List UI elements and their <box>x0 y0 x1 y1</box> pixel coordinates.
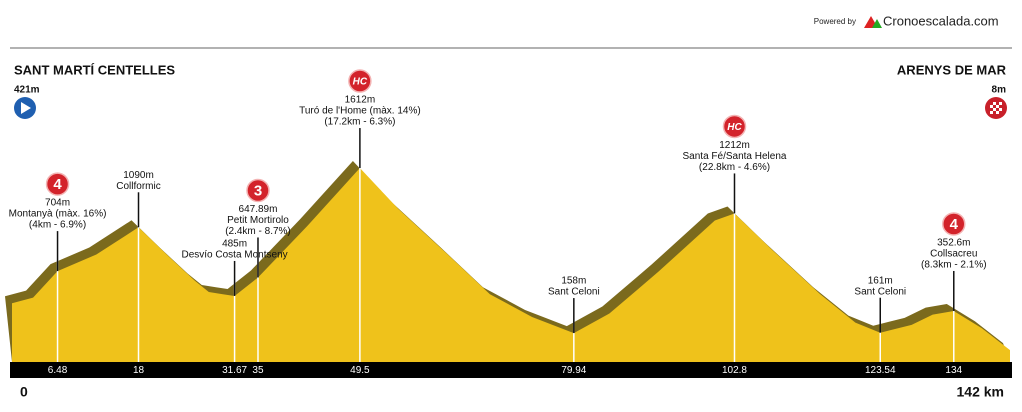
point-label: (4km - 6.9%) <box>29 220 86 231</box>
brand: Cronoescalada.com <box>883 13 999 28</box>
category: 3 <box>254 182 262 199</box>
point-label: (8.3km - 2.1%) <box>921 260 987 271</box>
category: HC <box>353 77 368 88</box>
finish-altitude: 8m <box>992 85 1007 96</box>
finish-icon <box>985 97 1007 119</box>
x-tick-label: 35 <box>252 365 264 376</box>
point-label: Santa Fé/Santa Helena <box>683 151 787 162</box>
point-altitude: 1090m <box>123 170 154 181</box>
point-altitude: 704m <box>45 198 70 209</box>
start-icon <box>14 97 36 119</box>
x-tick-label: 31.67 <box>222 365 247 376</box>
x-tick-label: 102.8 <box>722 365 747 376</box>
km-bar <box>10 362 1012 378</box>
point-altitude: 1212m <box>719 140 750 151</box>
plot <box>5 161 1010 362</box>
category: 4 <box>950 216 959 233</box>
point-altitude: 647.89m <box>239 204 278 215</box>
start-altitude: 421m <box>14 85 40 96</box>
finish-name: ARENYS DE MAR <box>897 62 1007 77</box>
x-tick-label: 142 km <box>957 384 1004 400</box>
point-label: Sant Celoni <box>854 286 906 297</box>
x-tick-label: 18 <box>133 365 145 376</box>
point-altitude: 158m <box>561 276 586 287</box>
point-label: Sant Celoni <box>548 287 600 298</box>
point-label: (17.2km - 6.3%) <box>324 117 395 128</box>
brand-logo <box>864 16 882 28</box>
point-label: Collsacreu <box>930 249 977 260</box>
category-badge <box>45 172 70 196</box>
point-label: Turó de l'Home (màx. 14%) <box>299 106 421 117</box>
point-altitude: 352.6m <box>937 238 970 249</box>
point-label: Montanyà (màx. 16%) <box>9 209 107 220</box>
point-altitude: 485m <box>222 239 247 250</box>
category: HC <box>727 122 742 133</box>
x-tick-label: 6.48 <box>48 365 68 376</box>
point-label: (22.8km - 4.6%) <box>699 162 770 173</box>
x-tick-label: 123.54 <box>865 365 896 376</box>
category: 4 <box>53 176 62 193</box>
start-name: SANT MARTÍ CENTELLES <box>14 62 175 77</box>
x-tick-label: 79.94 <box>561 365 586 376</box>
point-label: Petit Mortirolo <box>227 215 289 226</box>
category-badge <box>722 114 747 139</box>
x-tick-label: 49.5 <box>350 365 370 376</box>
point-label: (2.4km - 8.7%) <box>225 226 291 237</box>
powered-by: Powered by <box>814 17 856 26</box>
point-altitude: 161m <box>868 275 893 286</box>
profile-area <box>12 168 1010 362</box>
category-badge <box>942 212 966 236</box>
point-altitude: 1612m <box>345 95 376 106</box>
category-badge <box>246 178 270 203</box>
category-badge <box>348 69 372 93</box>
x-tick-label: 134 <box>945 365 962 376</box>
point-label: Desvío Costa Montseny <box>181 250 287 261</box>
point-label: Collformic <box>116 181 160 192</box>
x-tick-label: 0 <box>20 384 28 400</box>
